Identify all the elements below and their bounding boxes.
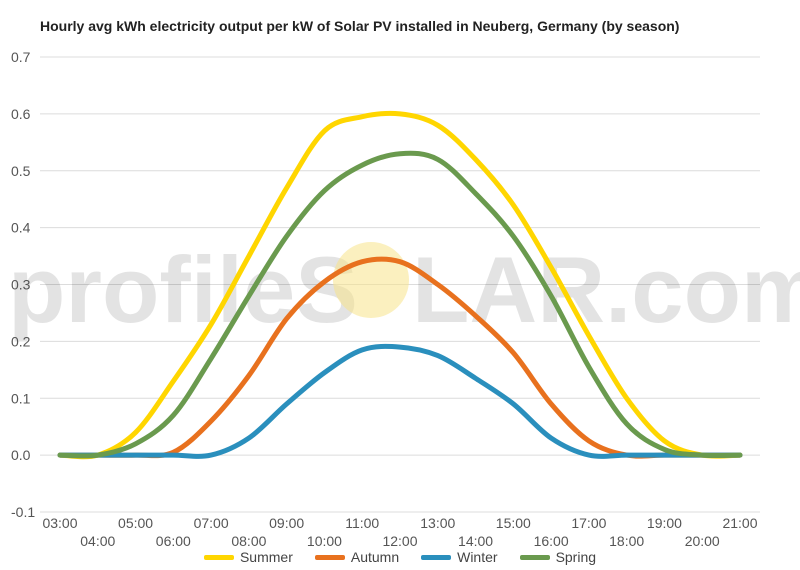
y-axis: -0.1 0.0 0.1 0.2 0.3 0.4 0.5 0.6 0.7 xyxy=(11,49,35,520)
series-layer xyxy=(57,110,743,460)
legend-item-spring: Spring xyxy=(519,549,597,565)
legend-swatch xyxy=(203,554,234,560)
y-tick-label: 0.5 xyxy=(11,163,31,179)
x-tick-label: 16:00 xyxy=(534,533,569,549)
x-tick-label: 19:00 xyxy=(647,515,682,531)
x-tick-label: 04:00 xyxy=(80,533,115,549)
series-line-summer xyxy=(57,110,743,460)
legend-label: Summer xyxy=(239,549,293,565)
x-axis: 03:0004:0005:0006:0007:0008:0009:0010:00… xyxy=(42,515,757,549)
x-tick-label: 15:00 xyxy=(496,515,531,531)
legend-swatch xyxy=(314,554,345,560)
x-tick-label: 08:00 xyxy=(231,533,266,549)
legend-label: Autumn xyxy=(350,549,400,565)
x-tick-label: 07:00 xyxy=(194,515,229,531)
y-tick-label: 0.3 xyxy=(11,277,31,293)
chart-title: Hourly avg kWh electricity output per kW… xyxy=(40,18,680,34)
x-tick-label: 06:00 xyxy=(156,533,191,549)
x-tick-label: 03:00 xyxy=(42,515,77,531)
watermark-text-right: LAR.com xyxy=(412,237,800,342)
legend-label: Winter xyxy=(457,549,498,565)
series-line-winter xyxy=(57,343,743,459)
watermark-text-left: profileS xyxy=(8,237,358,342)
x-tick-label: 18:00 xyxy=(609,533,644,549)
x-tick-label: 21:00 xyxy=(722,515,757,531)
y-tick-label: 0.0 xyxy=(11,447,31,463)
y-tick-label: 0.4 xyxy=(11,220,31,236)
series-line-spring xyxy=(57,150,743,459)
x-tick-label: 13:00 xyxy=(420,515,455,531)
legend-item-autumn: Autumn xyxy=(314,549,400,565)
x-tick-label: 10:00 xyxy=(307,533,342,549)
legend-label: Spring xyxy=(555,549,597,565)
y-tick-label: -0.1 xyxy=(11,504,35,520)
y-tick-label: 0.1 xyxy=(11,390,31,406)
x-tick-label: 09:00 xyxy=(269,515,304,531)
x-tick-label: 20:00 xyxy=(685,533,720,549)
legend-item-summer: Summer xyxy=(203,549,293,565)
legend-swatch xyxy=(421,554,452,560)
x-tick-label: 05:00 xyxy=(118,515,153,531)
x-tick-label: 12:00 xyxy=(382,533,417,549)
watermark: profileS LAR.com xyxy=(8,237,800,342)
x-tick-label: 17:00 xyxy=(571,515,606,531)
y-tick-label: 0.2 xyxy=(11,333,31,349)
x-tick-label: 11:00 xyxy=(345,515,379,531)
x-tick-label: 14:00 xyxy=(458,533,493,549)
legend: Summer Autumn Winter Spring xyxy=(0,549,800,565)
legend-item-winter: Winter xyxy=(421,549,498,565)
y-tick-label: 0.6 xyxy=(11,106,31,122)
legend-swatch xyxy=(519,554,550,560)
watermark-sun-icon xyxy=(333,242,409,318)
y-tick-label: 0.7 xyxy=(11,49,31,65)
